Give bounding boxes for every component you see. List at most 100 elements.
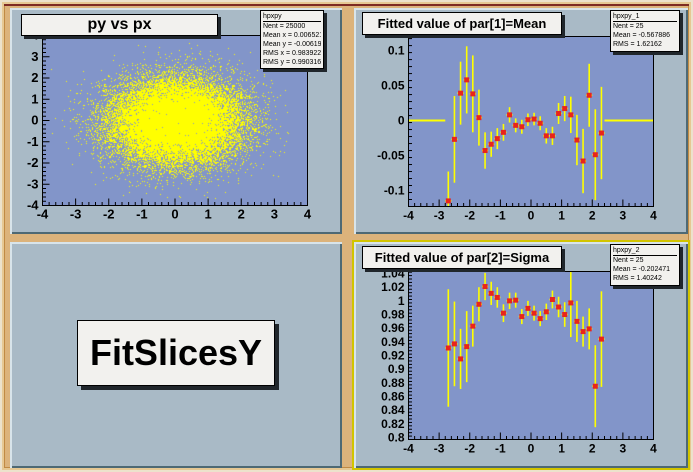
data-marker — [500, 129, 506, 135]
y-tick-label: 0.86 — [381, 389, 405, 403]
data-marker — [598, 336, 604, 342]
y-tick-label: 0 — [398, 113, 405, 127]
x-tick-label: -2 — [464, 442, 475, 456]
title-pave-sigma[interactable]: Fitted value of par[2]=Sigma — [362, 246, 562, 269]
data-marker — [586, 92, 592, 98]
y-tick-label: 1 — [31, 91, 38, 106]
x-tick-label: -2 — [464, 209, 475, 223]
frame-border — [408, 271, 654, 440]
title-pave-mean[interactable]: Fitted value of par[1]=Mean — [362, 12, 562, 35]
x-tick-label: -4 — [403, 442, 414, 456]
y-tick-label: -4 — [27, 198, 39, 213]
data-marker — [464, 344, 470, 350]
y-tick-label: 0.8 — [388, 430, 405, 444]
stats-entries: Nent = 25 — [613, 257, 644, 264]
stats-rms: RMS = 1.62162 — [613, 41, 662, 48]
frame-border — [408, 36, 654, 207]
pad-label[interactable]: FitSlicesY — [10, 242, 342, 468]
data-marker — [464, 77, 470, 83]
data-marker — [476, 115, 482, 121]
x-tick-label: 3 — [271, 207, 278, 222]
x-tick-label: -4 — [37, 207, 49, 222]
error-bar-series — [445, 271, 605, 428]
y-tick-label: -1 — [27, 134, 39, 149]
stats-pave-hpxpy[interactable]: hpxpy Nent = 25000 Mean x = 0.0065216 Me… — [260, 10, 324, 69]
stats-rms-y: RMS y = 0.990316 — [263, 59, 321, 66]
y-tick-label: 1 — [398, 294, 405, 308]
pad-fitted-mean[interactable]: -4 -3 -2 -1 0 1 2 3 4 -0.1 -0.05 0 0.05 0.1 Fitted va… — [354, 8, 688, 234]
y-tick-label: 0.84 — [381, 403, 405, 417]
data-marker — [543, 309, 549, 315]
stats-mean: Mean = -0.567886 — [613, 32, 671, 39]
pad-fitted-sigma[interactable]: -4 -3 -2 -1 0 1 2 3 4 0.8 0.82 0.84 0.86 0.88 0.9 0.92 0… — [352, 240, 690, 470]
data-marker — [543, 133, 549, 139]
x-tick-label: 2 — [589, 209, 596, 223]
data-marker — [500, 310, 506, 316]
y-tick-label: 0.82 — [381, 417, 405, 431]
canvas-top-accent — [4, 4, 689, 6]
fitslicesy-label-pave[interactable]: FitSlicesY — [77, 320, 275, 386]
data-marker — [513, 297, 519, 303]
stats-rms-x: RMS x = 0.983922 — [263, 50, 321, 57]
stats-mean-y: Mean y = -0.0061911 — [263, 41, 321, 48]
data-marker — [556, 110, 562, 116]
data-marker — [568, 300, 574, 306]
y-tick-label: 0.9 — [388, 362, 405, 376]
y-tick-label: 0.05 — [381, 78, 405, 92]
data-marker — [451, 136, 457, 142]
x-tick-label: 1 — [205, 207, 212, 222]
x-tick-label: 4 — [304, 207, 312, 222]
data-marker — [507, 112, 513, 118]
x-tick-label: 2 — [238, 207, 245, 222]
data-marker — [458, 356, 464, 362]
stats-hist-name: hpxpy_1 — [613, 12, 677, 22]
y-tick-label: 0.98 — [381, 308, 405, 322]
stats-hist-name: hpxpy — [263, 12, 321, 22]
data-marker — [537, 120, 543, 126]
x-tick-label: -1 — [495, 209, 506, 223]
data-marker — [445, 345, 451, 351]
data-marker — [531, 116, 537, 122]
x-tick-label: 1 — [558, 209, 565, 223]
title-text: py vs px — [87, 16, 152, 33]
fitslicesy-label-text: FitSlicesY — [89, 332, 263, 373]
y-tick-label: 1.02 — [381, 280, 405, 294]
data-marker — [556, 304, 562, 310]
data-marker — [574, 318, 580, 324]
data-marker — [494, 294, 500, 300]
x-tick-label: 0 — [528, 442, 535, 456]
x-tick-label: -2 — [103, 207, 115, 222]
y-tick-label: 0.1 — [388, 43, 405, 57]
data-marker — [494, 136, 500, 142]
data-marker — [519, 314, 525, 320]
data-marker — [592, 152, 598, 158]
data-marker — [470, 91, 476, 97]
data-marker — [580, 158, 586, 164]
title-text: Fitted value of par[1]=Mean — [377, 16, 547, 31]
data-marker — [592, 383, 598, 389]
stats-pave-hpxpy1[interactable]: hpxpy_1 Nent = 25 Mean = -0.567886 RMS =… — [610, 10, 680, 52]
data-marker — [562, 312, 568, 318]
data-marker — [488, 290, 494, 296]
data-marker — [549, 297, 555, 302]
data-marker — [598, 130, 604, 136]
y-tick-label: 2 — [31, 70, 38, 85]
data-marker — [531, 310, 537, 316]
y-tick-label: -0.1 — [384, 183, 405, 197]
y-tick-label: 0 — [31, 113, 38, 128]
stats-mean-x: Mean x = 0.0065216 — [263, 32, 321, 39]
data-marker — [451, 341, 457, 347]
y-tick-label: -2 — [27, 155, 39, 170]
data-marker — [562, 106, 568, 112]
data-marker — [470, 323, 476, 329]
data-marker — [458, 90, 464, 96]
data-marker — [482, 284, 488, 290]
y-tick-label: 0.88 — [381, 376, 405, 390]
x-tick-label: 1 — [558, 442, 565, 456]
title-pave-pypx[interactable]: py vs px — [21, 14, 218, 36]
data-marker — [525, 305, 531, 311]
x-tick-label: 4 — [650, 442, 657, 456]
stats-pave-hpxpy2[interactable]: hpxpy_2 Nent = 25 Mean = -0.202471 RMS =… — [610, 244, 680, 286]
